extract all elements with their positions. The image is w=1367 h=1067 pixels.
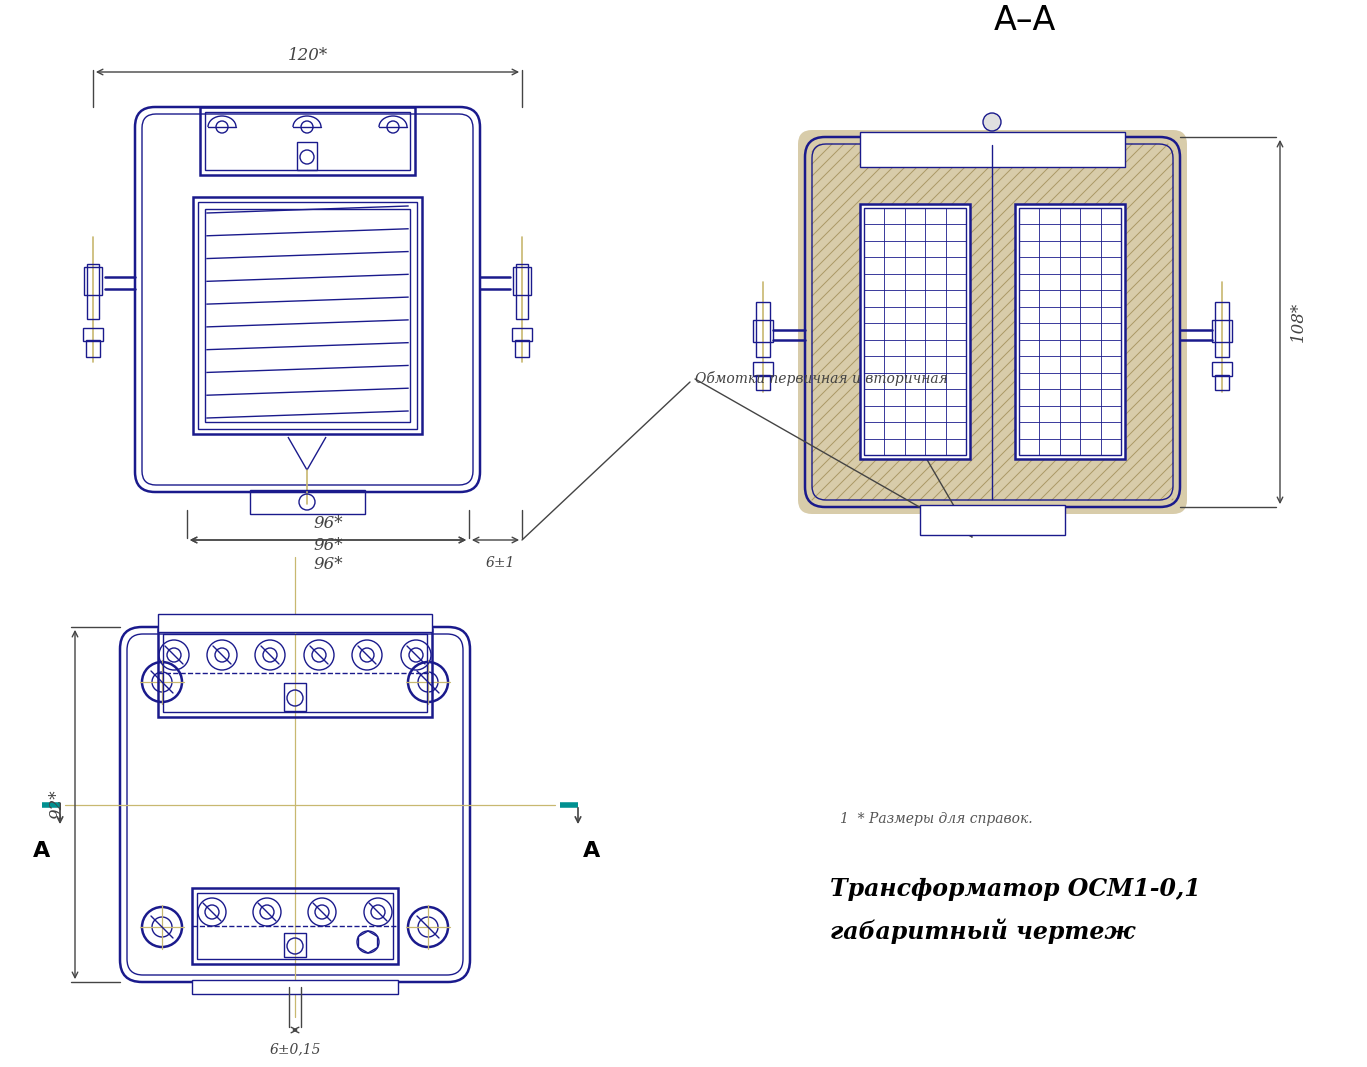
Bar <box>513 328 532 341</box>
Bar <box>1016 204 1125 459</box>
Bar <box>297 142 317 170</box>
Text: 6±0,15: 6±0,15 <box>269 1042 321 1056</box>
Bar <box>197 893 392 959</box>
Bar <box>205 209 410 423</box>
Text: 96*: 96* <box>313 556 343 573</box>
Bar <box>159 614 432 632</box>
Bar <box>756 375 770 391</box>
Bar <box>753 320 772 343</box>
Bar <box>87 264 98 319</box>
Bar <box>515 340 529 357</box>
Bar <box>250 490 365 514</box>
Bar <box>191 888 398 964</box>
Bar <box>1213 320 1232 343</box>
Bar <box>284 933 306 957</box>
Bar <box>198 202 417 429</box>
Bar <box>515 264 528 319</box>
Text: 6±1: 6±1 <box>485 556 515 570</box>
Bar <box>860 204 971 459</box>
Text: 96*: 96* <box>313 515 343 532</box>
Bar <box>83 267 103 294</box>
Text: габаритный чертеж: габаритный чертеж <box>830 919 1135 944</box>
Bar <box>205 112 410 170</box>
Text: 1  * Размеры для справок.: 1 * Размеры для справок. <box>839 812 1032 826</box>
Text: Трансформатор ОСМ1-0,1: Трансформатор ОСМ1-0,1 <box>830 877 1200 901</box>
Text: Обмотки первичная и вторичная: Обмотки первичная и вторичная <box>694 371 947 386</box>
Bar <box>1215 302 1229 357</box>
Bar <box>1215 375 1229 391</box>
Text: 92*: 92* <box>48 790 66 819</box>
Circle shape <box>983 113 1001 131</box>
Bar <box>163 634 427 712</box>
Bar <box>513 267 530 294</box>
Text: А–А: А–А <box>994 4 1057 37</box>
Text: 96*: 96* <box>313 537 343 554</box>
Bar <box>753 362 772 376</box>
Bar <box>86 340 100 357</box>
Bar <box>756 302 770 357</box>
Bar <box>191 980 398 994</box>
Bar <box>1213 362 1232 376</box>
Bar <box>864 208 966 455</box>
Bar <box>83 328 103 341</box>
Text: А: А <box>33 841 51 861</box>
Text: А: А <box>584 841 600 861</box>
Bar <box>200 107 416 175</box>
Text: 108*: 108* <box>1289 302 1307 343</box>
Bar <box>193 197 422 434</box>
Bar <box>284 683 306 711</box>
Text: 120*: 120* <box>287 47 328 64</box>
Bar <box>920 505 1065 535</box>
Bar <box>159 630 432 717</box>
Bar <box>860 132 1125 168</box>
FancyBboxPatch shape <box>798 130 1187 514</box>
Bar <box>1018 208 1121 455</box>
